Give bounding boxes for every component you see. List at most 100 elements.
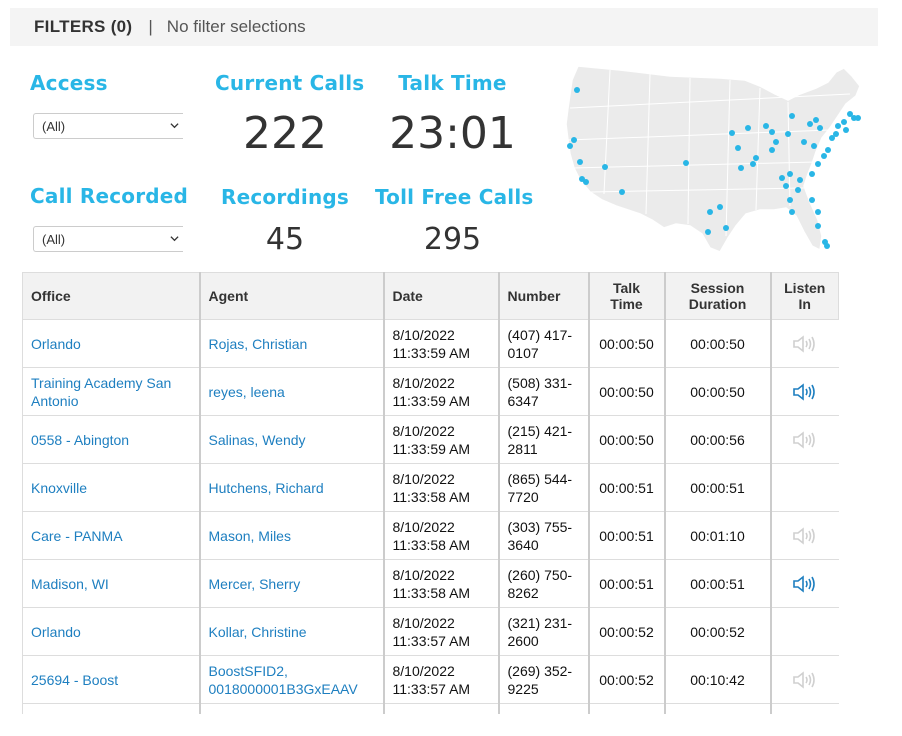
current-calls-title: Current Calls: [215, 71, 365, 95]
cell-number-part1: (215) 421-: [507, 422, 573, 439]
cell-date: 8/10/2022 11:33:57 AM: [382, 607, 499, 656]
cell-number: (865) 544- 7720: [497, 463, 589, 512]
cell-talk-time: 00:00:51: [587, 511, 665, 560]
column-header-listen-in[interactable]: Listen In: [769, 272, 839, 320]
cell-agent[interactable]: Mercer, Sherry: [198, 559, 384, 608]
speaker-icon[interactable]: [792, 574, 818, 594]
cell-date-time: 11:33:57 AM: [392, 632, 471, 649]
column-header-office[interactable]: Office: [22, 272, 200, 320]
column-header-number[interactable]: Number: [497, 272, 589, 320]
cell-date-time: 11:33:58 AM: [392, 584, 471, 601]
toll-free-title: Toll Free Calls: [375, 185, 534, 209]
cell-date-day: 8/10/2022: [392, 566, 455, 583]
cell-number-part1: (865) 544-: [507, 470, 573, 487]
cell-date: 8/10/2022 11:33:58 AM: [382, 559, 499, 608]
cell-date: 8/10/2022 11:33:57 AM: [382, 655, 499, 704]
cell-talk-time: 00:00:50: [587, 415, 665, 464]
us-map-icon[interactable]: [560, 64, 870, 260]
cell-listen-in[interactable]: [769, 367, 839, 416]
cell-number-part2: 2811: [507, 440, 538, 457]
current-calls-value: 222: [243, 108, 327, 159]
cell-office[interactable]: Care - PANMA: [22, 511, 200, 560]
calls-table-container[interactable]: Office Agent Date Number Talk Time Sessi…: [22, 272, 850, 714]
filter-bar[interactable]: FILTERS (0) | No filter selections: [10, 8, 878, 46]
cell-date-day: 8/10/2022: [392, 518, 455, 535]
cell-number-part1: (260) 750-: [507, 566, 573, 583]
cell-date-day: 8/10/2022: [392, 470, 455, 487]
table-row[interactable]: Care - PANMA Mason, Miles 8/10/2022 11:33:5…: [22, 511, 839, 560]
table-row[interactable]: Orlando Rojas, Christian 8/10/2022 11:33:59…: [22, 319, 839, 368]
cell-number-part1: (269) 352-: [507, 662, 573, 679]
cell-number-part1: (508) 331-: [507, 374, 573, 391]
cell-number: (321) 231- 2600: [497, 607, 589, 656]
table-row[interactable]: Madison, WI Mercer, Sherry 8/10/2022 11:33:…: [22, 559, 839, 608]
calls-table-body: Orlando Rojas, Christian 8/10/2022 11:33:59…: [22, 319, 839, 714]
recordings-title: Recordings: [220, 185, 350, 209]
cell-number: (303) 755- 3640: [497, 511, 589, 560]
cell-date: 8/10/2022 11:33:59 AM: [382, 415, 499, 464]
cell-agent[interactable]: Rojas, Christian: [198, 319, 384, 368]
us-map-shape: [565, 65, 861, 253]
table-row[interactable]: 25694 - Boost BoostSFID2, 0018000001B3GxE…: [22, 655, 839, 704]
column-header-session-duration[interactable]: Session Duration: [663, 272, 771, 320]
cell-number-part2: 2600: [507, 632, 539, 649]
cell-date-time: 11:33:59 AM: [392, 392, 471, 409]
table-row[interactable]: Training Academy San Antonio reyes, leena…: [22, 367, 839, 416]
cell-agent[interactable]: reyes, leena: [198, 367, 384, 416]
chevron-down-icon: [170, 123, 179, 129]
speaker-icon[interactable]: [792, 382, 818, 402]
dashboard-panel: Access (All) Current Calls 222 Talk Time…: [10, 48, 891, 714]
cell-session-duration: 00:00:56: [663, 415, 771, 464]
toll-free-value: 295: [423, 222, 482, 257]
cell-talk-time: 00:00:51: [587, 463, 665, 512]
cell-listen-in: [769, 415, 839, 464]
cell-office[interactable]: Orlando: [22, 319, 200, 368]
access-dropdown[interactable]: (All): [33, 113, 183, 139]
column-header-talk-time[interactable]: Talk Time: [587, 272, 665, 320]
speaker-disabled-icon: [792, 526, 818, 546]
table-row[interactable]: Orlando Kollar, Christine 8/10/2022 11:33:5…: [22, 607, 839, 656]
cell-date-time: 11:33:58 AM: [392, 536, 471, 553]
cell-date: 8/10/2022 11:33:59 AM: [382, 319, 499, 368]
cell-agent[interactable]: BoostSFID2, 0018000001B3GxEAAV: [198, 655, 384, 704]
table-row[interactable]: [22, 703, 839, 714]
chevron-down-icon: [170, 236, 179, 242]
speaker-disabled-icon: [792, 334, 818, 354]
cell-number: (508) 331- 6347: [497, 367, 589, 416]
cell-office[interactable]: 25694 - Boost: [22, 655, 200, 704]
cell-office[interactable]: Knoxville: [22, 463, 200, 512]
cell-date: 8/10/2022 11:33:59 AM: [382, 367, 499, 416]
cell-date-day: 8/10/2022: [392, 326, 455, 343]
cell-agent[interactable]: Mason, Miles: [198, 511, 384, 560]
cell-office[interactable]: Orlando: [22, 607, 200, 656]
column-header-date[interactable]: Date: [382, 272, 499, 320]
cell-number-part2: 9225: [507, 680, 539, 697]
cell-session-duration: 00:01:10: [663, 511, 771, 560]
filters-separator: |: [148, 17, 153, 36]
cell-agent[interactable]: Hutchens, Richard: [198, 463, 384, 512]
cell-agent[interactable]: Kollar, Christine: [198, 607, 384, 656]
cell-number-part1: (321) 231-: [507, 614, 573, 631]
cell-date-time: 11:33:59 AM: [392, 440, 471, 457]
access-dropdown-value: (All): [42, 118, 66, 134]
cell-office[interactable]: Madison, WI: [22, 559, 200, 608]
cell-agent[interactable]: Salinas, Wendy: [198, 415, 384, 464]
cell-listen-in: [769, 607, 839, 656]
call-recorded-dropdown[interactable]: (All): [33, 226, 183, 252]
table-row[interactable]: Knoxville Hutchens, Richard 8/10/2022 11:33…: [22, 463, 839, 512]
column-header-agent[interactable]: Agent: [198, 272, 384, 320]
calls-table: Office Agent Date Number Talk Time Sessi…: [22, 272, 839, 714]
cell-date-time: 11:33:59 AM: [392, 344, 471, 361]
cell-talk-time: 00:00:50: [587, 319, 665, 368]
filters-label[interactable]: FILTERS (0): [34, 17, 133, 36]
cell-office[interactable]: 0558 - Abington: [22, 415, 200, 464]
cell-number: (260) 750- 8262: [497, 559, 589, 608]
cell-listen-in[interactable]: [769, 559, 839, 608]
table-row[interactable]: 0558 - Abington Salinas, Wendy 8/10/2022 11…: [22, 415, 839, 464]
cell-number-part2: 7720: [507, 488, 539, 505]
cell-number-part2: 6347: [507, 392, 539, 409]
access-title: Access: [30, 71, 108, 95]
cell-office[interactable]: Training Academy San Antonio: [22, 367, 200, 416]
cell-number-part2: 8262: [507, 584, 539, 601]
